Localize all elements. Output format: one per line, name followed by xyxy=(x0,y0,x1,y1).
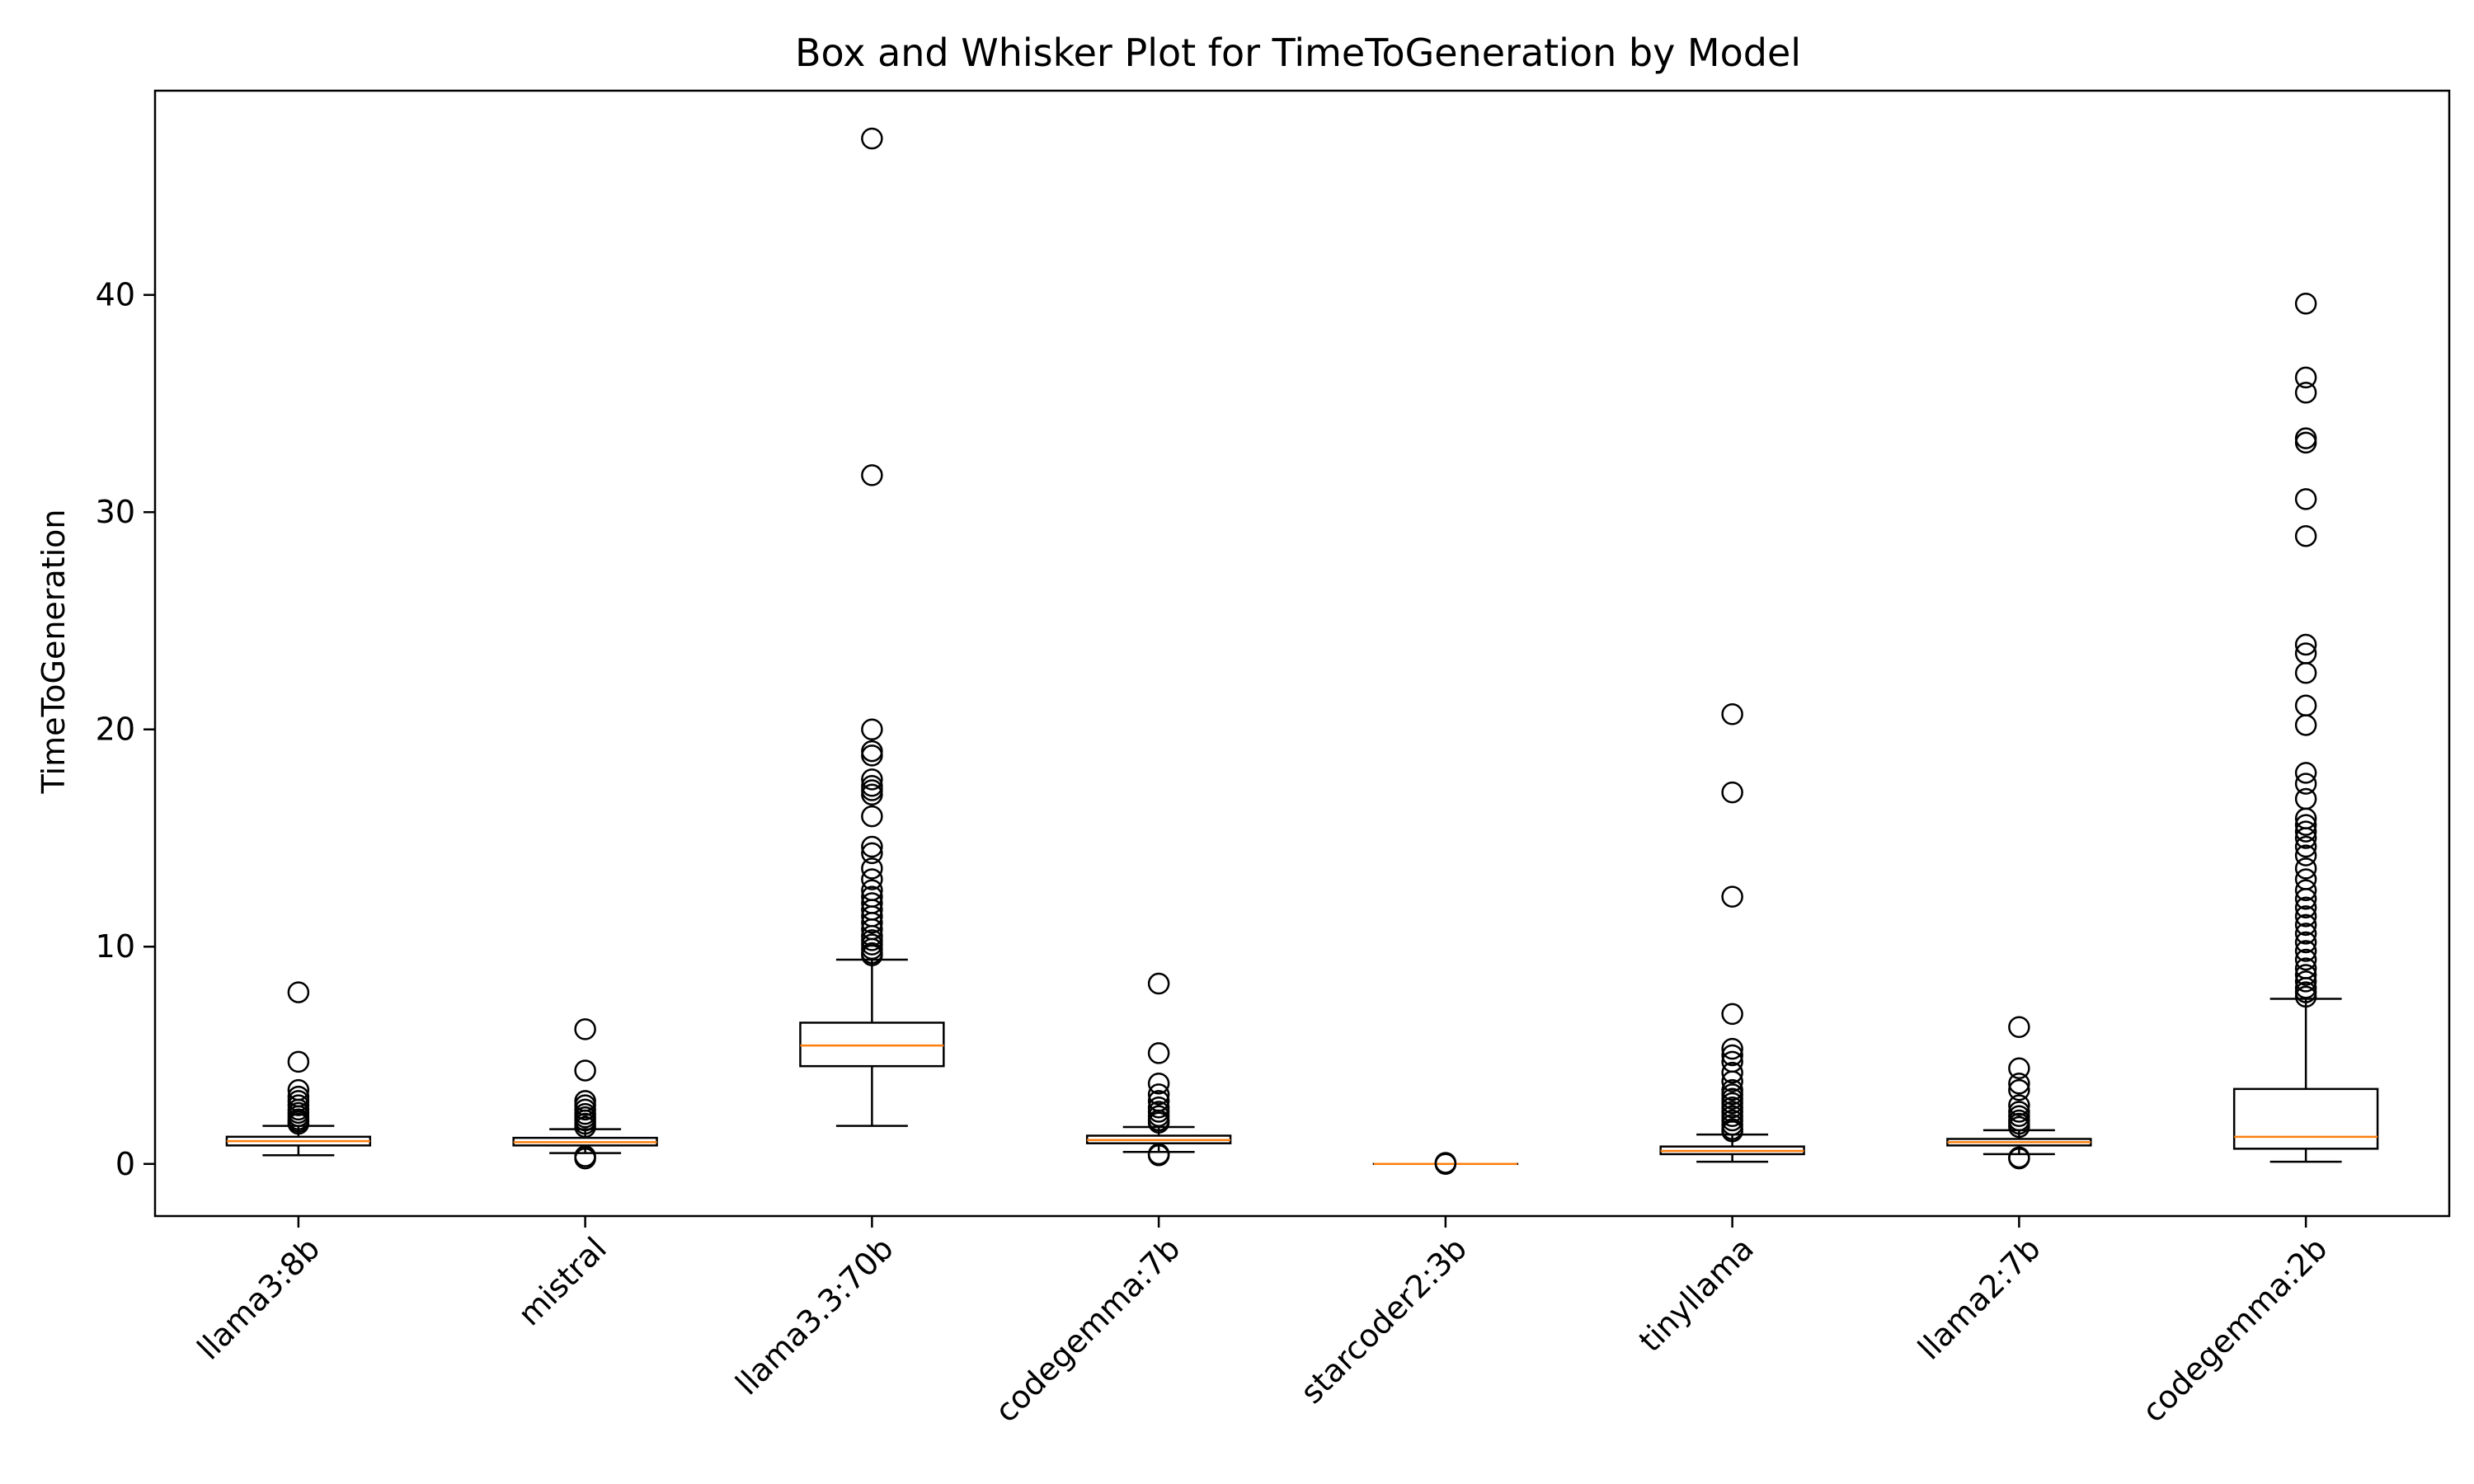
flier-point xyxy=(574,1147,596,1170)
flier-point xyxy=(2294,633,2317,656)
y-tick-label: 20 xyxy=(96,711,135,748)
flier-point xyxy=(287,1050,310,1073)
flier-point xyxy=(574,1115,596,1139)
flier-point xyxy=(1434,1153,1457,1176)
flier-point xyxy=(2294,661,2317,684)
flier-point xyxy=(2008,1057,2030,1080)
flier-point xyxy=(1721,1003,1743,1026)
flier-point xyxy=(1721,1070,1743,1092)
flier-point xyxy=(1721,1037,1743,1060)
flier-point xyxy=(2294,382,2317,404)
flier-point xyxy=(2294,814,2317,836)
flier-point xyxy=(2294,888,2317,910)
flier-point xyxy=(2008,1147,2030,1170)
y-tick-label: 40 xyxy=(96,277,135,313)
flier-point xyxy=(1721,885,1743,908)
flier-point xyxy=(1147,1083,1170,1106)
flier-point xyxy=(2008,1016,2030,1038)
chart-title: Box and Whisker Plot for TimeToGeneratio… xyxy=(795,31,1801,75)
flier-point xyxy=(287,981,310,1003)
flier-point xyxy=(861,464,883,486)
flier-point xyxy=(1721,1061,1743,1084)
flier-point xyxy=(861,857,883,880)
flier-point xyxy=(861,744,883,767)
flier-point xyxy=(2294,970,2317,993)
flier-point xyxy=(2294,923,2317,945)
flier-point xyxy=(2294,773,2317,795)
y-tick-label: 30 xyxy=(96,494,135,530)
y-tick-label: 0 xyxy=(115,1146,135,1182)
flier-point xyxy=(2294,835,2317,858)
flier-point xyxy=(2008,1073,2030,1095)
flier-point xyxy=(2294,879,2317,901)
flier-point xyxy=(1721,781,1743,804)
flier-point xyxy=(2294,844,2317,866)
flier-point xyxy=(2294,820,2317,843)
box xyxy=(2232,1087,2379,1150)
flier-point xyxy=(287,1112,310,1135)
box xyxy=(799,1021,945,1068)
flier-point xyxy=(861,835,883,858)
flier-point xyxy=(2294,714,2317,736)
flier-point xyxy=(861,768,883,791)
flier-point xyxy=(861,783,883,806)
flier-point xyxy=(861,805,883,828)
flier-point xyxy=(2294,488,2317,510)
flier-point xyxy=(574,1059,596,1082)
flier-point xyxy=(2294,827,2317,849)
flier-point xyxy=(2008,1094,2030,1116)
flier-point xyxy=(2294,985,2317,1008)
flier-point xyxy=(2294,857,2317,880)
flier-point xyxy=(1147,1111,1170,1134)
flier-point xyxy=(574,1018,596,1040)
flier-point xyxy=(2294,931,2317,954)
flier-point xyxy=(1147,1042,1170,1064)
flier-point xyxy=(861,842,883,865)
flier-point xyxy=(861,944,883,967)
flier-point xyxy=(2294,366,2317,389)
flier-point xyxy=(861,868,883,890)
flier-point xyxy=(1147,972,1170,995)
flier-point xyxy=(1721,703,1743,726)
flier-point xyxy=(2008,1115,2030,1139)
flier-point xyxy=(861,912,883,934)
flier-point xyxy=(2294,762,2317,784)
flier-point xyxy=(1721,1044,1743,1067)
flier-point xyxy=(2294,896,2317,919)
axes-frame xyxy=(153,89,2451,1218)
flier-point xyxy=(2294,964,2317,986)
flier-point xyxy=(1147,1144,1170,1167)
flier-point xyxy=(2294,431,2317,454)
flier-point xyxy=(2008,1078,2030,1101)
flier-point xyxy=(2294,292,2317,315)
flier-point xyxy=(2294,905,2317,928)
flier-point xyxy=(861,127,883,150)
flier-point xyxy=(1721,1120,1743,1143)
y-tick-label: 10 xyxy=(96,928,135,965)
flier-point xyxy=(2294,524,2317,547)
flier-point xyxy=(2294,940,2317,962)
flier-point xyxy=(1147,1073,1170,1095)
flier-point xyxy=(2294,948,2317,971)
y-axis-label: TimeToGeneration xyxy=(35,510,72,795)
flier-point xyxy=(861,718,883,740)
flier-point xyxy=(2294,913,2317,937)
